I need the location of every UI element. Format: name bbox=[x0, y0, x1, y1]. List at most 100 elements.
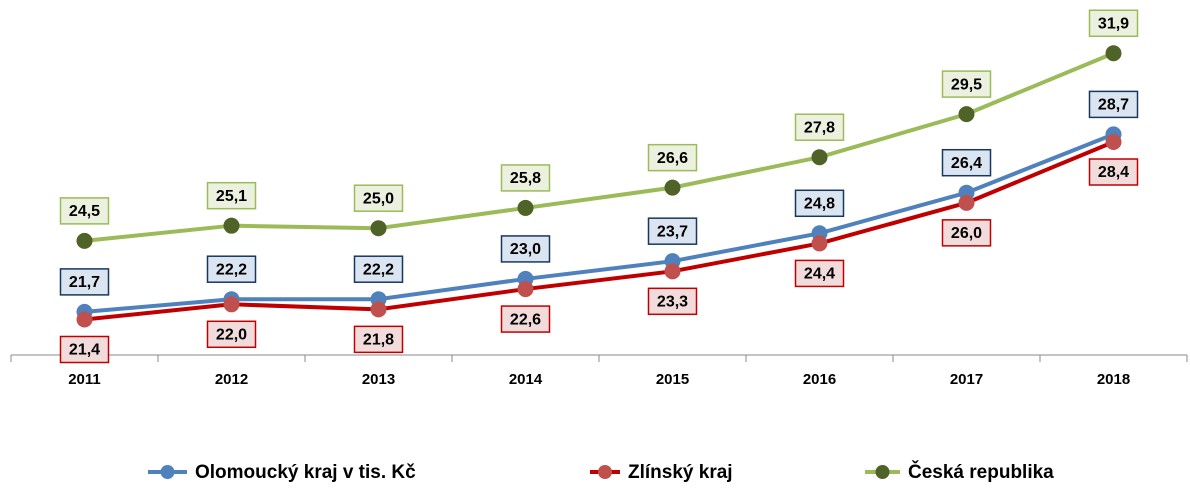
data-label-box bbox=[647, 287, 698, 316]
data-label-text: 28,4 bbox=[1098, 164, 1129, 181]
point bbox=[1105, 134, 1122, 150]
point bbox=[958, 194, 975, 211]
legend-marker bbox=[160, 465, 175, 479]
data-label-text: 21,8 bbox=[363, 332, 394, 349]
point bbox=[664, 263, 681, 280]
data-label-text: 22,6 bbox=[510, 311, 541, 328]
data-label: 23,0 bbox=[500, 235, 551, 263]
data-label-text: 28,7 bbox=[1098, 97, 1129, 114]
data-label-box bbox=[647, 143, 698, 172]
data-label-text: 25,1 bbox=[216, 188, 247, 205]
data-label: 26,0 bbox=[941, 219, 992, 247]
point bbox=[517, 281, 534, 298]
data-label-box bbox=[647, 217, 698, 245]
point bbox=[76, 311, 93, 328]
data-label: 24,8 bbox=[794, 189, 845, 218]
data-label-text: 21,7 bbox=[69, 274, 100, 291]
data-label: 23,7 bbox=[647, 217, 698, 245]
x-tick-label: 2016 bbox=[803, 371, 836, 388]
series-line bbox=[84, 132, 1115, 314]
data-label: 28,7 bbox=[1088, 90, 1139, 119]
data-label: 29,5 bbox=[941, 70, 992, 98]
data-label-text: 26,6 bbox=[657, 150, 688, 167]
data-label-box bbox=[794, 189, 845, 218]
point bbox=[1105, 45, 1122, 62]
data-label-box bbox=[59, 335, 110, 364]
data-label: 24,5 bbox=[59, 197, 110, 225]
data-label-box bbox=[941, 70, 992, 98]
data-label: 22,0 bbox=[206, 320, 257, 349]
point bbox=[370, 301, 387, 318]
series-line bbox=[84, 140, 1115, 322]
x-tick-label: 2015 bbox=[656, 371, 689, 388]
point bbox=[223, 217, 240, 234]
legend-label: Zlínský kraj bbox=[628, 462, 733, 483]
data-label-text: 23,0 bbox=[510, 241, 541, 258]
data-label-text: 24,8 bbox=[804, 196, 835, 213]
data-label-box bbox=[353, 184, 404, 212]
data-label: 21,4 bbox=[59, 335, 110, 364]
data-label-box bbox=[794, 259, 845, 288]
data-label-text: 24,4 bbox=[804, 266, 835, 283]
data-label-text: 22,0 bbox=[216, 327, 247, 344]
data-label-text: 25,0 bbox=[363, 190, 394, 207]
legend-marker bbox=[875, 465, 890, 479]
point bbox=[76, 232, 93, 249]
point bbox=[811, 149, 828, 166]
data-label-box bbox=[941, 148, 992, 177]
data-label: 31,9 bbox=[1088, 9, 1139, 37]
data-label-box bbox=[941, 219, 992, 247]
data-label-box bbox=[1088, 90, 1139, 119]
data-label-box bbox=[206, 320, 257, 349]
data-label-text: 22,2 bbox=[216, 261, 247, 278]
data-label-text: 27,8 bbox=[804, 119, 835, 136]
point bbox=[517, 199, 534, 216]
data-label-box bbox=[59, 268, 110, 296]
data-label-text: 22,2 bbox=[363, 261, 394, 278]
point bbox=[664, 179, 681, 196]
data-label-box bbox=[206, 181, 257, 210]
data-label-text: 23,7 bbox=[657, 223, 688, 240]
data-label-box bbox=[500, 164, 551, 192]
data-label-box bbox=[353, 325, 404, 354]
point bbox=[811, 235, 828, 252]
data-label: 25,0 bbox=[353, 184, 404, 212]
data-label-text: 26,4 bbox=[951, 155, 982, 172]
data-label-box bbox=[500, 305, 551, 333]
data-label-text: 25,8 bbox=[510, 170, 541, 187]
data-label-box bbox=[794, 113, 845, 141]
data-label-box bbox=[206, 255, 257, 283]
data-label-text: 26,0 bbox=[951, 225, 982, 242]
data-label-text: 21,4 bbox=[69, 342, 100, 359]
x-tick-label: 2017 bbox=[950, 371, 983, 388]
data-label-box bbox=[500, 235, 551, 263]
data-label: 26,4 bbox=[941, 148, 992, 177]
data-label-box bbox=[59, 197, 110, 225]
x-tick-label: 2012 bbox=[215, 371, 248, 388]
data-label-text: 23,3 bbox=[657, 294, 688, 311]
data-label: 22,2 bbox=[206, 255, 257, 283]
data-label: 21,7 bbox=[59, 268, 110, 296]
legend-label: Olomoucký kraj v tis. Kč bbox=[195, 462, 416, 483]
point bbox=[958, 106, 975, 123]
data-label: 25,1 bbox=[206, 181, 257, 210]
series-line bbox=[84, 51, 1115, 243]
data-label: 21,8 bbox=[353, 325, 404, 354]
data-label: 24,4 bbox=[794, 259, 845, 288]
data-label: 22,2 bbox=[353, 255, 404, 283]
data-label: 23,3 bbox=[647, 287, 698, 316]
data-label: 25,8 bbox=[500, 164, 551, 192]
data-label-box bbox=[1088, 158, 1139, 186]
data-label-box bbox=[353, 255, 404, 283]
legend-label: Česká republika bbox=[908, 461, 1054, 483]
data-label-text: 29,5 bbox=[951, 76, 982, 93]
point bbox=[370, 220, 387, 237]
point bbox=[223, 296, 240, 313]
data-label: 27,8 bbox=[794, 113, 845, 141]
data-label: 22,6 bbox=[500, 305, 551, 333]
x-tick-label: 2011 bbox=[68, 371, 101, 388]
data-label: 26,6 bbox=[647, 143, 698, 172]
x-tick-label: 2014 bbox=[509, 371, 543, 388]
data-label-text: 31,9 bbox=[1098, 15, 1129, 32]
